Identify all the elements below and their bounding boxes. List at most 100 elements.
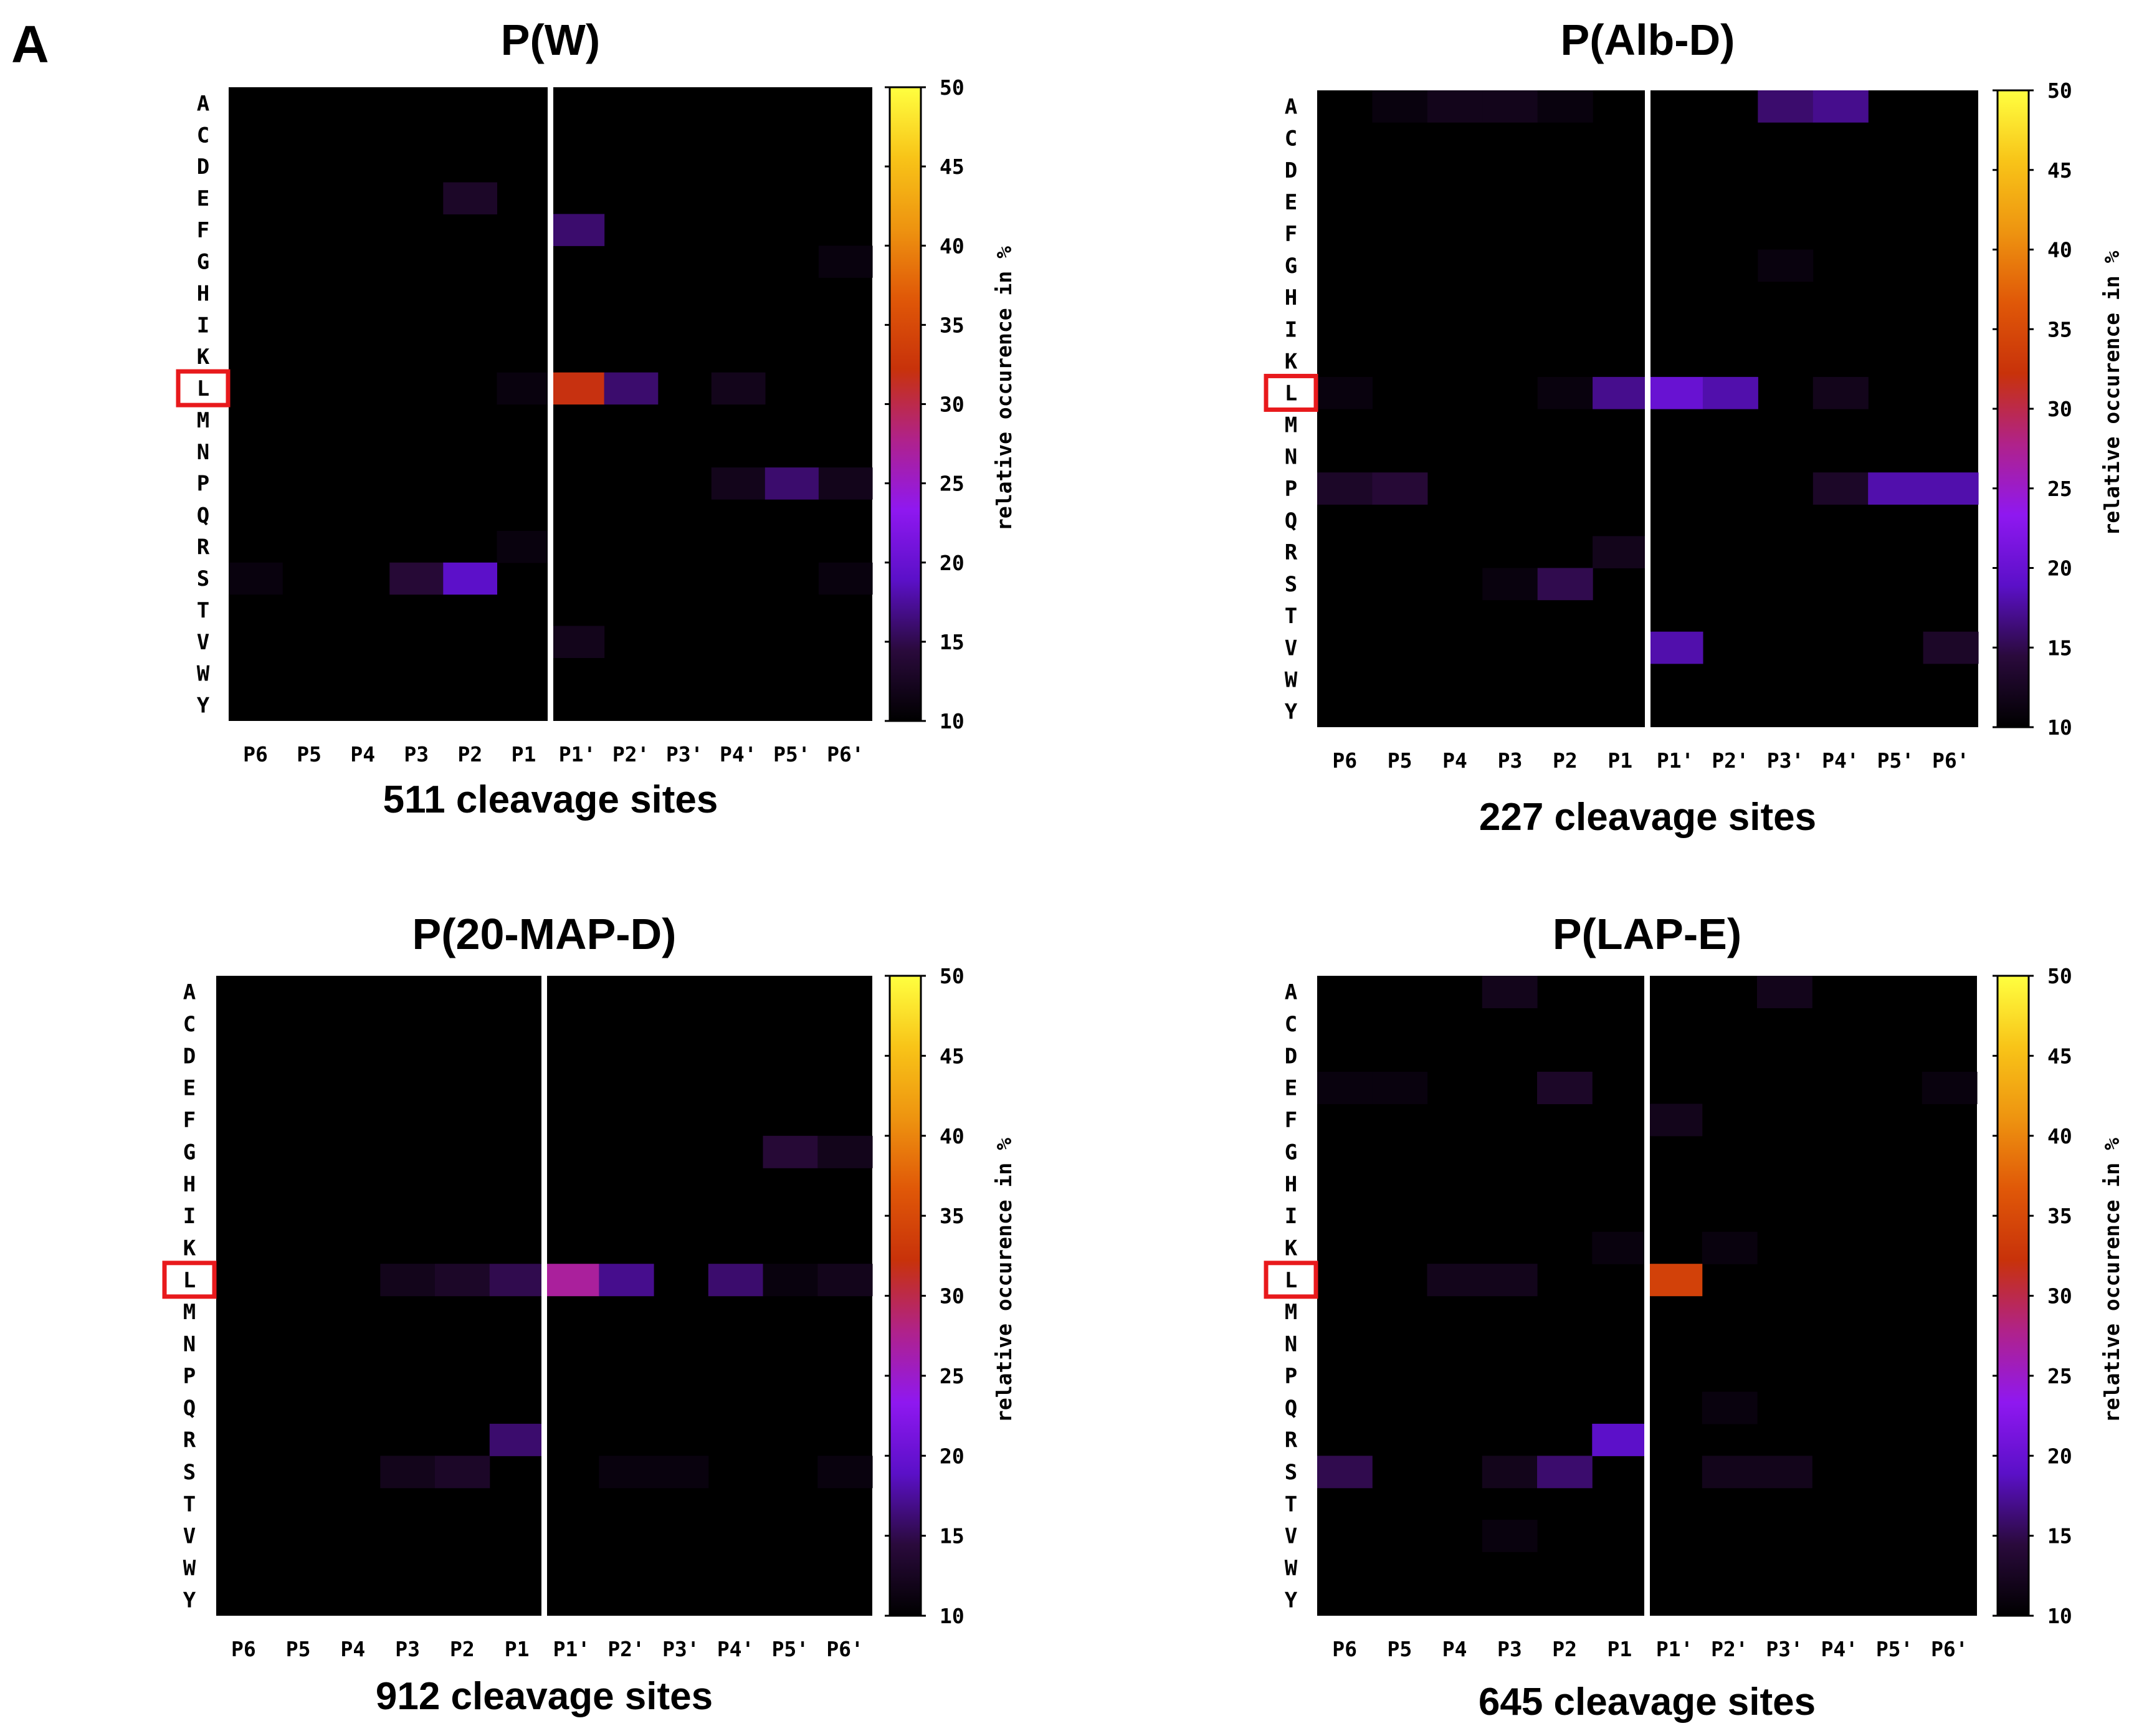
row-label: G xyxy=(183,1140,196,1165)
column-label: P2 xyxy=(450,1637,475,1661)
row-label: D xyxy=(197,155,209,179)
heatmap-cell xyxy=(1482,90,1538,123)
colorbar-tick-label: 35 xyxy=(2047,317,2072,341)
row-label: M xyxy=(197,408,209,433)
row-label: N xyxy=(1285,1332,1297,1357)
heatmap-cell xyxy=(1702,376,1758,409)
heatmap-cell xyxy=(1482,1264,1538,1297)
colorbar-tick-label: 30 xyxy=(2047,1284,2072,1309)
colorbar-tick-label: 40 xyxy=(2047,238,2072,262)
row-label: A xyxy=(183,980,196,1005)
heatmap-cell xyxy=(1702,1391,1758,1424)
row-label: T xyxy=(183,1492,196,1517)
heatmap-cell xyxy=(817,1135,873,1168)
row-label: W xyxy=(1285,667,1298,692)
heatmap-cell xyxy=(1593,536,1649,569)
row-label: A xyxy=(1285,980,1297,1005)
column-label: P4' xyxy=(720,742,757,766)
column-label: P2' xyxy=(1711,1637,1748,1661)
highlight-box xyxy=(1264,373,1318,412)
row-label: P xyxy=(1285,1364,1297,1389)
heatmap-cell xyxy=(1758,249,1814,282)
column-label: P5 xyxy=(297,742,321,766)
heatmap-cell xyxy=(1427,1264,1483,1297)
heatmap-cell xyxy=(1482,1519,1538,1552)
colorbar-label: relative occurence in % xyxy=(2100,1138,2124,1423)
heatmap-cell xyxy=(1537,1456,1593,1489)
heatmap-cell xyxy=(1702,1456,1758,1489)
row-label: Q xyxy=(197,503,209,528)
colorbar-tick-label: 40 xyxy=(940,234,964,258)
heatmap-cell xyxy=(435,1264,490,1297)
colorbar-tick-label: 45 xyxy=(940,155,964,179)
row-label: Y xyxy=(183,1588,196,1613)
column-label: P6 xyxy=(1332,1637,1357,1661)
colorbar-tick-label: 20 xyxy=(940,1444,964,1468)
column-label: P3 xyxy=(395,1637,420,1661)
panel-label: A xyxy=(11,15,49,74)
row-label: V xyxy=(1285,1524,1297,1549)
row-label: K xyxy=(183,1236,196,1261)
colorbar-tick-label: 50 xyxy=(2047,79,2072,103)
heatmap-cell xyxy=(1812,90,1869,123)
row-label: S xyxy=(183,1460,196,1485)
heatmap-cell xyxy=(1868,472,1924,505)
colorbar-label: relative occurence in % xyxy=(992,1138,1016,1423)
highlight-box xyxy=(176,369,231,408)
heatmap-cell xyxy=(1482,568,1538,601)
heatmap-cell xyxy=(550,214,605,246)
heatmap-cell xyxy=(1592,1423,1648,1456)
column-label: P4 xyxy=(1442,1637,1467,1661)
row-label: R xyxy=(183,1428,196,1453)
colorbar-tick-label: 30 xyxy=(940,393,964,417)
heatmap-cell xyxy=(1317,376,1373,409)
heatmap-cell xyxy=(711,467,766,500)
heatmap-cell xyxy=(1317,472,1373,505)
column-label: P1' xyxy=(553,1637,591,1661)
colorbar-tick-label: 30 xyxy=(940,1284,964,1309)
column-label: P1' xyxy=(1657,748,1694,773)
column-label: P2 xyxy=(458,742,483,766)
heatmap-cell xyxy=(817,1264,873,1297)
row-label: L xyxy=(1285,1268,1297,1293)
column-label: P5 xyxy=(1388,1637,1412,1661)
column-label: P3' xyxy=(1766,1637,1803,1661)
heatmap-cell xyxy=(1923,472,1979,505)
row-label: W xyxy=(197,662,210,687)
heatmap-cell xyxy=(550,372,605,405)
heatmap-cell xyxy=(550,626,605,658)
column-label: P1 xyxy=(512,742,536,766)
row-label: T xyxy=(197,598,209,623)
colorbar-tick-label: 25 xyxy=(2047,1364,2072,1388)
row-label: R xyxy=(1285,540,1298,565)
heatmap-cell xyxy=(817,1456,873,1489)
row-label: P xyxy=(1285,477,1297,502)
heatmap-cell xyxy=(1757,1456,1812,1489)
row-label: E xyxy=(1285,190,1297,215)
colorbar-tick-label: 15 xyxy=(2047,1524,2072,1548)
heatmap-cell xyxy=(818,467,873,500)
heatmap-cell xyxy=(443,182,497,215)
heatmap-cell xyxy=(1317,1456,1373,1489)
colorbar-tick-label: 45 xyxy=(2047,1044,2072,1068)
heatmap-cell xyxy=(711,372,766,405)
heatmap-cell xyxy=(1317,1072,1373,1104)
heatmap-cell xyxy=(763,1264,818,1297)
row-label: Y xyxy=(1285,1588,1298,1613)
row-label: H xyxy=(197,282,209,307)
row-label: I xyxy=(183,1204,196,1229)
heatmap-cell xyxy=(1647,1264,1703,1297)
heatmap-cell xyxy=(599,1456,654,1489)
row-label: W xyxy=(183,1556,196,1581)
heatmap-cell xyxy=(1647,376,1703,409)
heatmap-cell xyxy=(599,1264,654,1297)
column-label: P3' xyxy=(666,742,703,766)
heatmap-cell xyxy=(1593,376,1649,409)
heatmap-cell xyxy=(435,1456,490,1489)
row-label: F xyxy=(1285,1108,1297,1133)
chart-caption: 227 cleavage sites xyxy=(1479,796,1816,839)
row-label: M xyxy=(1285,1300,1297,1325)
